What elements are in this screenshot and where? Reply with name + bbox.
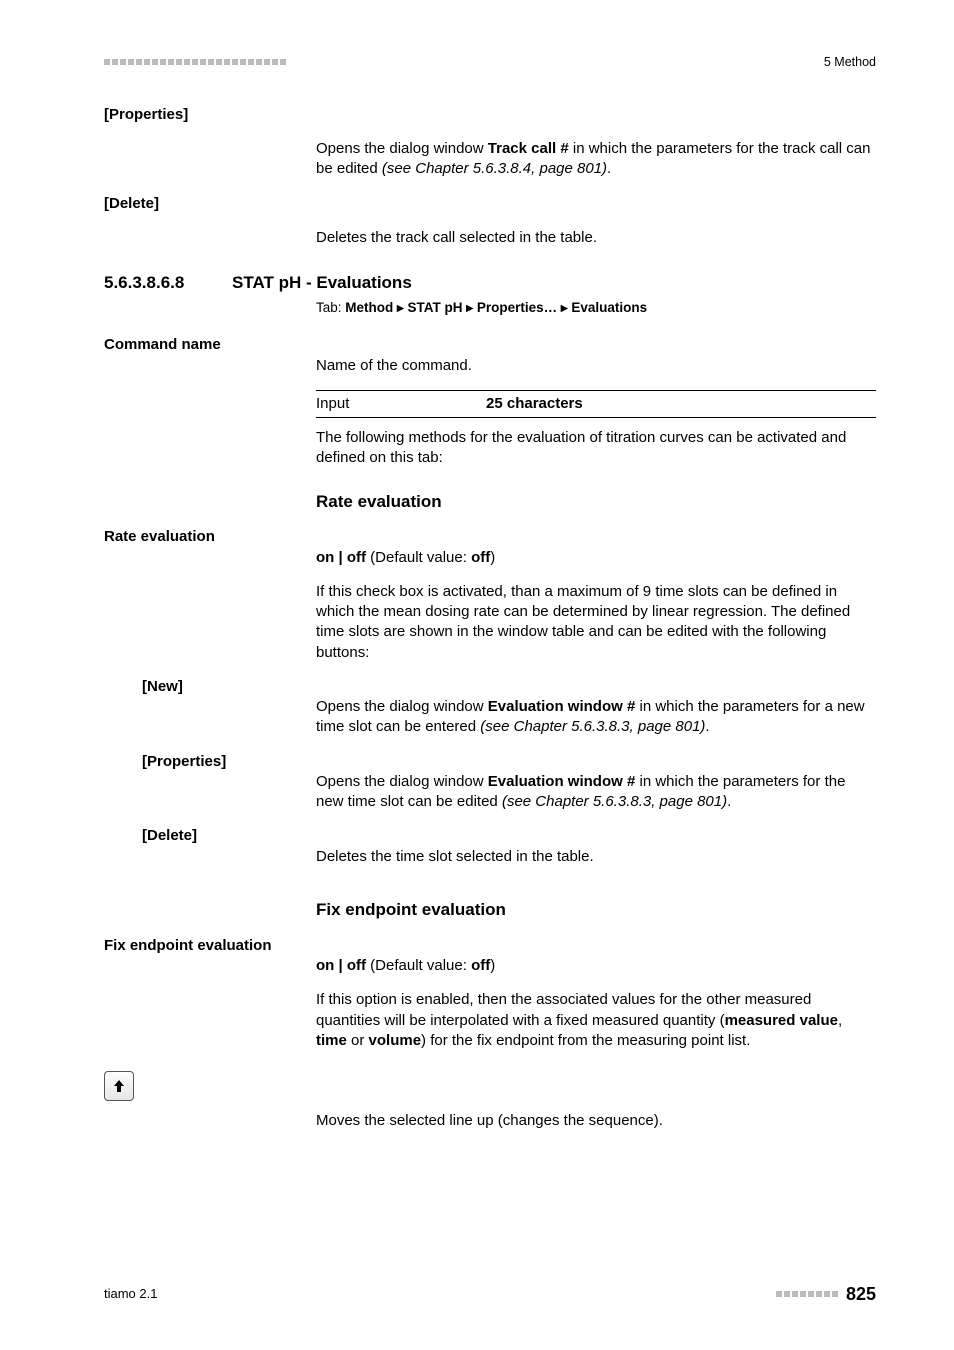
- label-command-name: Command name: [104, 335, 316, 355]
- rate-value-line: on | off (Default value: off): [316, 548, 876, 568]
- subhead-fix-endpoint: Fix endpoint evaluation: [316, 899, 876, 922]
- input-value: 25 characters: [486, 394, 583, 414]
- fix-desc: If this option is enabled, then the asso…: [316, 990, 876, 1051]
- item-rate-evaluation: Rate evaluation: [104, 527, 876, 547]
- label-properties-1: [Properties]: [104, 105, 316, 125]
- label-fix-endpoint: Fix endpoint evaluation: [104, 936, 354, 956]
- body-move-up: Moves the selected line up (changes the …: [316, 1111, 876, 1131]
- label-new: [New]: [104, 677, 316, 697]
- input-spec-row: Input 25 characters: [316, 390, 876, 418]
- move-up-button[interactable]: [104, 1071, 134, 1101]
- item-move-up: [104, 1065, 876, 1111]
- body-delete-2: Deletes the time slot selected in the ta…: [316, 847, 876, 867]
- item-command-name: Command name: [104, 335, 876, 355]
- arrow-up-icon: [111, 1078, 127, 1094]
- body-properties-1: Opens the dialog window Track call # in …: [316, 139, 876, 180]
- section-heading: 5.6.3.8.6.8 STAT pH - Evaluations: [104, 272, 876, 295]
- label-delete-2: [Delete]: [104, 826, 316, 846]
- item-delete-1: [Delete]: [104, 194, 876, 214]
- item-new: [New]: [104, 677, 876, 697]
- item-delete-2: [Delete]: [104, 826, 876, 846]
- section-running-head: 5 Method: [824, 54, 876, 71]
- page-footer: tiamo 2.1 825: [104, 1282, 876, 1306]
- label-delete-1: [Delete]: [104, 194, 316, 214]
- page-number: 825: [846, 1282, 876, 1306]
- command-desc-2: The following methods for the evaluation…: [316, 428, 876, 469]
- footer-product: tiamo 2.1: [104, 1285, 157, 1303]
- subhead-rate-eval: Rate evaluation: [316, 491, 876, 514]
- footer-ornament: [776, 1291, 838, 1297]
- label-properties-2: [Properties]: [104, 752, 316, 772]
- page-header: 5 Method: [104, 54, 876, 71]
- body-properties-2: Opens the dialog window Evaluation windo…: [316, 772, 876, 813]
- section-title: STAT pH - Evaluations: [232, 272, 876, 295]
- body-new: Opens the dialog window Evaluation windo…: [316, 697, 876, 738]
- tab-breadcrumb: Tab: Method ▸ STAT pH ▸ Properties… ▸ Ev…: [316, 299, 876, 317]
- header-ornament: [104, 59, 286, 65]
- body-delete-1: Deletes the track call selected in the t…: [316, 228, 876, 248]
- item-properties-1: [Properties]: [104, 105, 876, 125]
- command-desc-1: Name of the command.: [316, 356, 876, 376]
- rate-desc: If this check box is activated, than a m…: [316, 582, 876, 663]
- label-rate-evaluation: Rate evaluation: [104, 527, 316, 547]
- input-label: Input: [316, 394, 486, 414]
- item-properties-2: [Properties]: [104, 752, 876, 772]
- fix-value-line: on | off (Default value: off): [316, 956, 876, 976]
- item-fix-endpoint: Fix endpoint evaluation: [104, 936, 876, 956]
